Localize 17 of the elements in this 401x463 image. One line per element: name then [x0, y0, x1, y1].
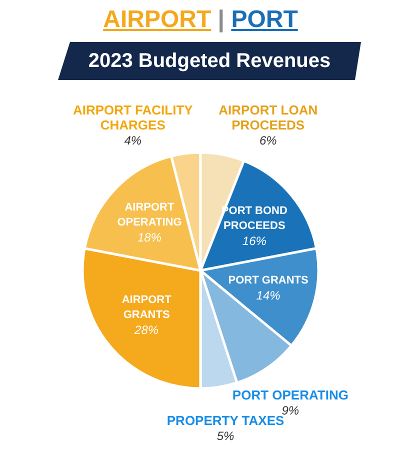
slice-label: AIRPORT OPERATING	[117, 202, 182, 229]
data-label: 9%	[282, 403, 300, 418]
data-label: 14%	[256, 288, 281, 302]
slice-label: PROPERTY TAXES	[166, 413, 284, 428]
slice-label: AIRPORT GRANTS	[122, 294, 172, 322]
chart-subtitle: 2023 Budgeted Revenues	[58, 42, 361, 80]
slice-label: AIRPORT FACILITY CHARGES	[72, 102, 194, 132]
data-label: 18%	[137, 230, 162, 245]
data-label: 6%	[259, 133, 278, 148]
data-label: 5%	[216, 429, 235, 444]
slice-label: AIRPORT LOAN PROCEEDS	[218, 102, 318, 132]
data-label: 28%	[134, 323, 159, 338]
slice-label: PORT GRANTS	[228, 274, 308, 286]
chart-title: AIRPORT | PORT	[102, 5, 299, 35]
data-label: 4%	[124, 133, 142, 148]
slice-label: PORT OPERATING	[232, 387, 348, 402]
data-label: 16%	[242, 234, 267, 248]
